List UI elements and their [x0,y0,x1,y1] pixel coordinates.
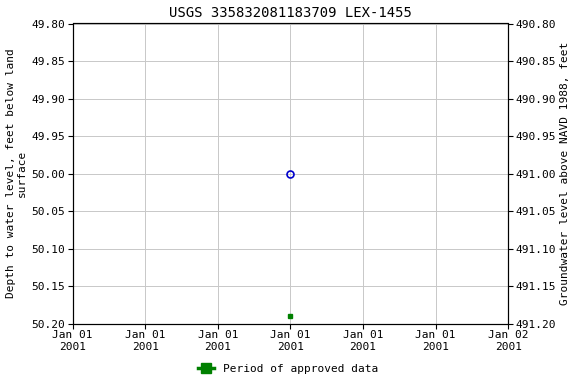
Title: USGS 335832081183709 LEX-1455: USGS 335832081183709 LEX-1455 [169,5,412,20]
Y-axis label: Groundwater level above NAVD 1988, feet: Groundwater level above NAVD 1988, feet [560,42,570,305]
Legend: Period of approved data: Period of approved data [193,359,383,379]
Y-axis label: Depth to water level, feet below land
surface: Depth to water level, feet below land su… [6,49,27,298]
